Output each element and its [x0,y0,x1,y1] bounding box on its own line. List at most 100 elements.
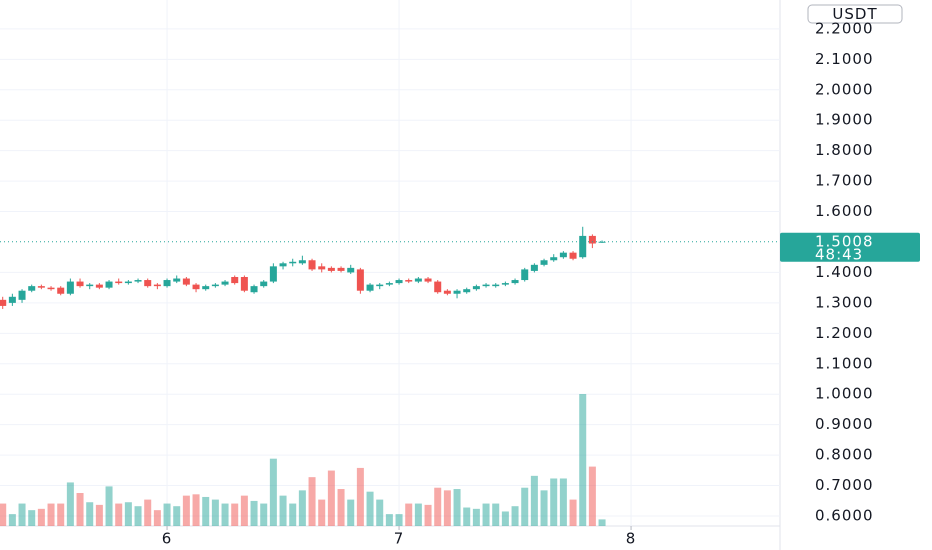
candle-body [8,296,16,303]
y-tick-label: 2.1000 [815,50,874,68]
countdown-label: 48:43 [815,245,863,263]
volume-bar [269,458,277,526]
y-tick-label: 0.7000 [815,476,874,494]
candle-body [66,281,74,294]
currency-label[interactable]: USDT [832,5,877,23]
volume-bar [231,503,239,526]
volume-bar [472,508,480,526]
y-tick-label: 1.8000 [815,141,874,159]
candle-body [530,264,538,271]
candle-body [47,287,55,290]
candle-body [298,260,306,264]
volume-bar [202,496,210,526]
volume-bar [559,478,567,526]
candle-body [134,280,142,282]
candle-body [318,266,326,270]
volume-bar [347,499,355,526]
candle-body [588,235,596,244]
volume-bar [308,477,316,526]
volume-bar [463,507,471,526]
volume-bar [443,490,451,526]
x-tick-label: 7 [394,530,405,548]
candle-body [221,281,229,285]
candle-body [414,278,422,282]
candle-body [453,290,461,294]
candle-body [289,261,297,264]
last-price-box [780,232,920,262]
candle-body [105,281,113,288]
volume-bar [18,503,26,526]
volume-bar [540,490,548,526]
candle-body [28,286,36,291]
y-tick-label: 1.3000 [815,293,874,311]
candle-body [144,280,152,287]
volume-bar [173,506,181,526]
candle-body [356,269,364,291]
candle-body [182,278,190,285]
candle-body [347,267,355,273]
candle-body [376,284,384,287]
y-tick-label: 0.9000 [815,415,874,433]
candle-body [569,252,577,259]
candle-body [57,287,65,294]
volume-bar [356,467,364,526]
candle-body [192,284,200,290]
volume-bar [530,475,538,526]
volume-bar [192,494,200,526]
candle-body [579,235,587,258]
volume-bar [327,470,335,526]
candle-body [366,284,374,291]
candle-body [395,280,403,284]
candle-body [492,284,500,287]
y-tick-label: 0.8000 [815,446,874,464]
volume-bar [366,491,374,526]
candle-body [472,286,480,290]
y-tick-label: 1.0000 [815,385,874,403]
volume-bar [28,510,36,526]
candle-body [86,284,94,287]
candle-body [385,283,393,285]
volume-bar [279,495,287,526]
candle-body [95,284,103,288]
volume-bar [182,495,190,526]
volume-bar [598,519,606,526]
candle-body [434,281,442,293]
candle-body [540,260,548,265]
volume-bar [492,503,500,526]
y-tick-label: 2.2000 [815,19,874,37]
candle-body [260,281,268,287]
currency-box[interactable] [807,4,903,24]
candle-body [163,280,171,287]
y-tick-label: 1.7000 [815,172,874,190]
volume-bar [134,506,142,526]
volume-bar [124,502,132,526]
volume-bar [66,482,74,526]
volume-bar [434,487,442,526]
candle-body [37,286,45,288]
volume-bar [240,495,248,526]
volume-bar [482,503,490,526]
volume-bar [376,499,384,526]
volume-bar [86,502,94,526]
candle-body [327,267,335,271]
volume-bar [289,503,297,526]
volume-bar [405,503,413,526]
candle-body [240,277,248,291]
candle-body [76,281,84,287]
y-tick-label: 1.2000 [815,324,874,342]
candle-body [511,280,519,284]
candle-body [550,257,558,261]
y-tick-label: 1.6000 [815,202,874,220]
volume-bar [95,504,103,526]
volume-bar [318,499,326,526]
candle-body [211,284,219,287]
candle-body [501,283,509,285]
y-tick-label: 1.4000 [815,263,874,281]
volume-bar [37,508,45,526]
candle-body [463,289,471,293]
candle-body [231,277,239,284]
candle-body [337,267,345,271]
volume-bar [163,503,171,526]
